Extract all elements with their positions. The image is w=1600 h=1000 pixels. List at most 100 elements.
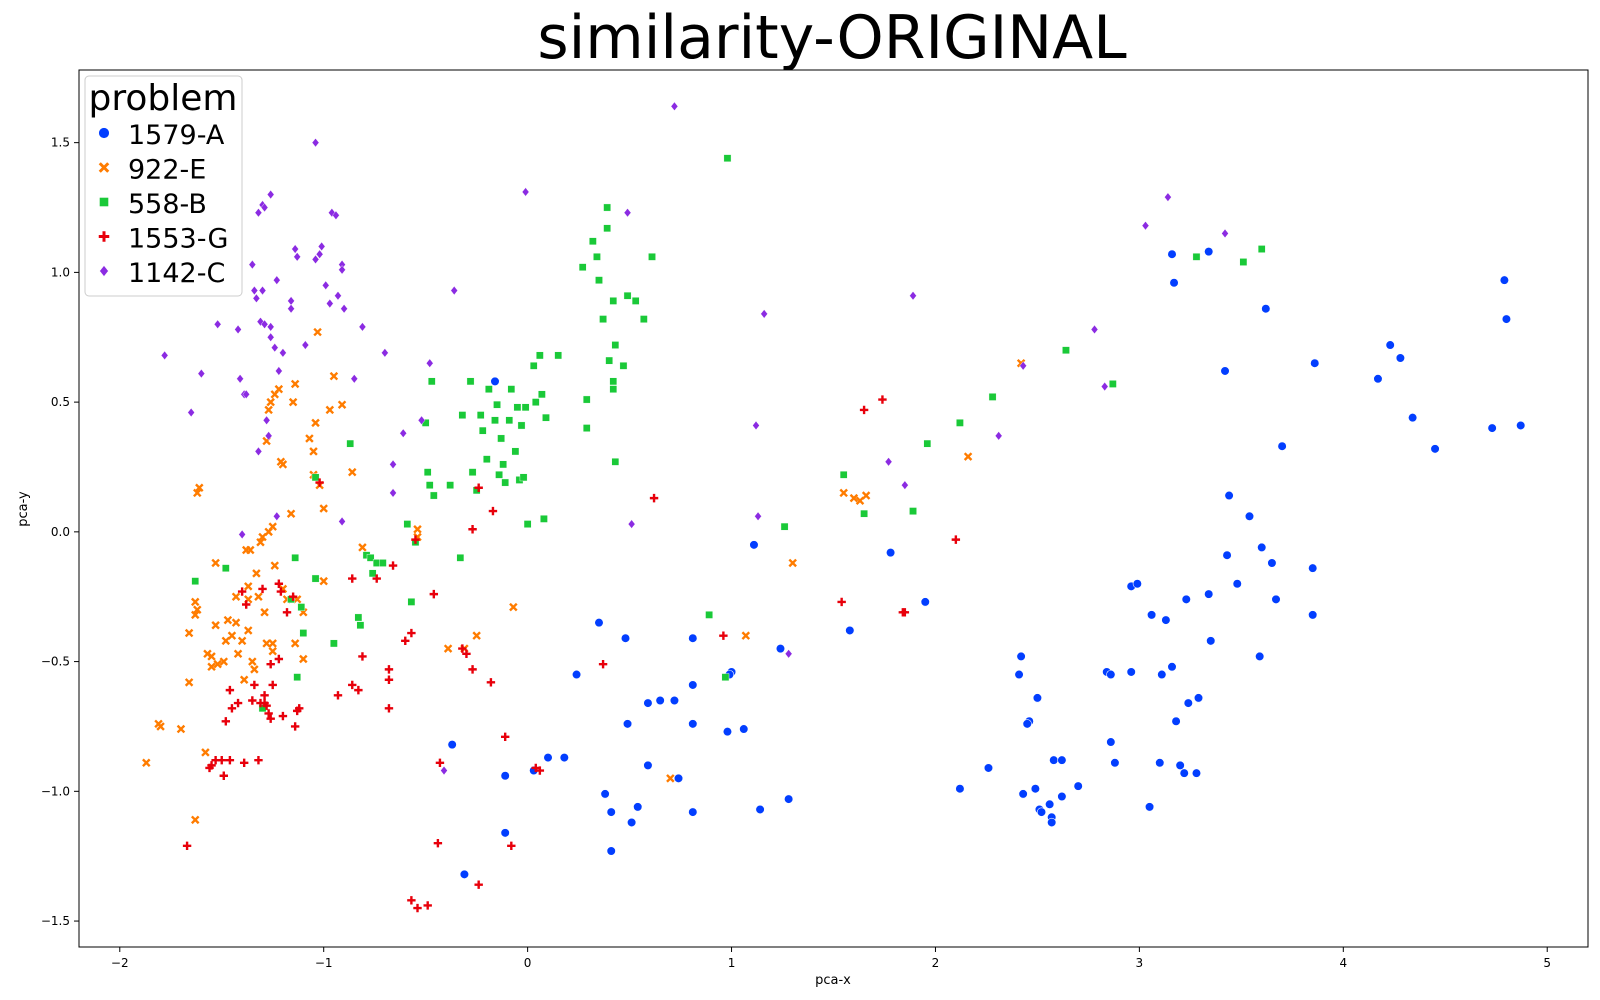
data-point-1142-C [160,350,169,361]
data-point-1553-G [264,709,273,718]
data-point-1579-A [1132,579,1142,589]
data-point-1553-G [433,839,443,848]
data-point-1553-G [462,649,471,659]
data-point-1142-C [450,285,458,296]
data-point-558-B [599,315,607,323]
data-point-922-E [190,610,200,620]
legend-label: 1579-A [128,120,225,151]
data-point-1579-A [1191,768,1202,778]
data-point-1553-G [274,654,284,664]
data-point-1142-C [623,208,632,218]
data-point-558-B [291,553,299,562]
data-point-1553-G [719,631,728,640]
data-point-1142-C [264,431,273,441]
legend-marker [98,231,110,242]
data-point-1579-A [688,633,698,643]
data-point-922-E [254,592,263,601]
y-tick-label: −1.0 [41,784,70,798]
data-point-558-B [476,411,485,419]
data-point-558-B [366,553,375,562]
data-point-558-B [478,426,487,435]
data-point-558-B [1192,253,1201,261]
data-point-922-E [413,525,422,534]
data-point-1553-G [878,395,887,404]
data-point-558-B [513,403,522,412]
data-point-922-E [299,654,308,664]
data-point-558-B [501,478,509,487]
data-point-922-E [201,748,210,757]
data-point-558-B [648,253,656,261]
data-point-922-E [443,644,453,653]
data-point-1579-A [1487,423,1497,433]
data-point-1553-G [951,535,961,544]
data-point-558-B [619,361,628,370]
data-point-922-E [231,592,241,601]
data-point-1142-C [350,374,358,384]
data-point-1579-A [1175,760,1185,770]
data-point-1553-G [237,587,247,596]
data-point-1579-A [1049,755,1059,765]
data-point-1142-C [260,202,269,213]
data-point-1579-A [1204,247,1214,257]
data-point-1579-A [739,724,749,734]
data-point-1142-C [909,291,917,301]
data-point-558-B [609,377,618,386]
data-point-922-E [260,608,269,617]
data-point-1553-G [598,659,608,669]
data-point-1553-G [225,755,235,765]
legend-label: 558-B [128,189,207,220]
data-point-1142-C [293,252,301,262]
x-tick-label: −2 [111,956,129,970]
data-point-922-E [248,657,257,666]
data-point-1579-A [775,644,786,654]
data-point-1579-A [1224,490,1234,501]
data-point-1142-C [301,340,310,350]
data-point-558-B [521,403,530,412]
data-point-1553-G [233,698,243,708]
data-point-1142-C [234,324,242,335]
data-point-922-E [313,327,322,337]
data-point-922-E [246,545,255,555]
data-point-558-B [356,621,365,630]
data-point-1553-G [258,584,267,594]
data-point-922-E [239,675,249,684]
data-point-1579-A [1032,693,1043,703]
data-point-558-B [595,276,603,284]
data-point-1553-G [266,659,275,669]
data-point-1579-A [784,794,794,804]
data-point-558-B [640,315,648,323]
data-point-558-B [517,421,526,430]
data-point-922-E [176,724,186,734]
legend-marker [99,197,109,207]
data-point-922-E [788,558,797,568]
data-point-1142-C [1164,192,1172,202]
data-point-558-B [1239,258,1248,266]
data-point-1579-A [1516,420,1526,431]
data-point-558-B [860,509,868,518]
data-point-1142-C [262,415,271,425]
data-point-1553-G [649,493,659,503]
data-points [142,101,1526,913]
chart-title: similarity-ORIGINAL [537,3,1127,73]
data-point-1142-C [248,259,257,270]
data-point-558-B [311,473,320,482]
data-point-1553-G [219,771,228,780]
data-point-922-E [211,621,220,630]
data-point-922-E [231,618,241,627]
data-point-1553-G [429,589,439,599]
data-point-922-E [256,537,265,547]
data-point-558-B [721,673,730,681]
data-point-1553-G [260,691,269,700]
data-point-558-B [1257,245,1266,253]
data-point-1142-C [358,322,367,332]
data-point-1579-A [1430,444,1440,454]
data-point-558-B [605,356,613,365]
data-point-1579-A [1161,615,1171,625]
data-point-1142-C [273,275,281,285]
data-point-1553-G [288,592,298,601]
data-point-1553-G [295,704,304,713]
data-point-1142-C [1141,221,1150,231]
data-point-1579-A [1106,737,1116,747]
data-point-1553-G [837,597,846,607]
data-point-922-E [184,628,194,638]
